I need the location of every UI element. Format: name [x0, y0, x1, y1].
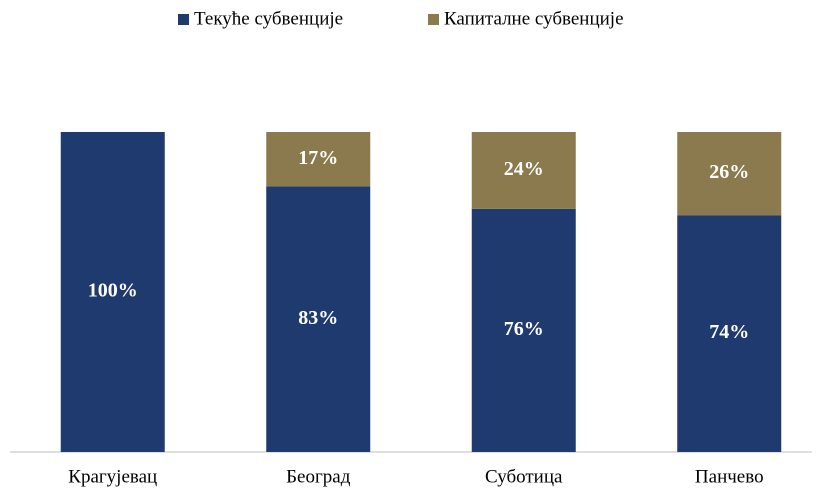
data-label: 83%: [298, 307, 338, 329]
legend-label: Капиталне субвенције: [444, 8, 624, 29]
x-tick-label: Суботица: [485, 466, 563, 487]
bar-segment: [266, 132, 371, 187]
data-label: 24%: [504, 158, 544, 180]
bar-segment: [266, 186, 371, 452]
bar-segment: [677, 132, 782, 216]
data-label: 17%: [298, 147, 338, 169]
legend-label: Текуће субвенције: [194, 8, 343, 29]
data-label: 76%: [504, 318, 544, 340]
x-tick-label: Београд: [286, 466, 351, 487]
data-label: 26%: [709, 161, 749, 183]
bar-segment: [471, 132, 576, 209]
data-label: 100%: [88, 280, 138, 302]
bar-segment: [677, 215, 782, 452]
bar-segment: [60, 132, 165, 452]
bar-segment: [471, 208, 576, 452]
x-tick-label: Крагујевац: [68, 466, 157, 487]
legend-marker: [178, 14, 189, 25]
data-label: 74%: [709, 321, 749, 343]
x-tick-label: Панчево: [695, 466, 764, 487]
legend-marker: [428, 14, 439, 25]
